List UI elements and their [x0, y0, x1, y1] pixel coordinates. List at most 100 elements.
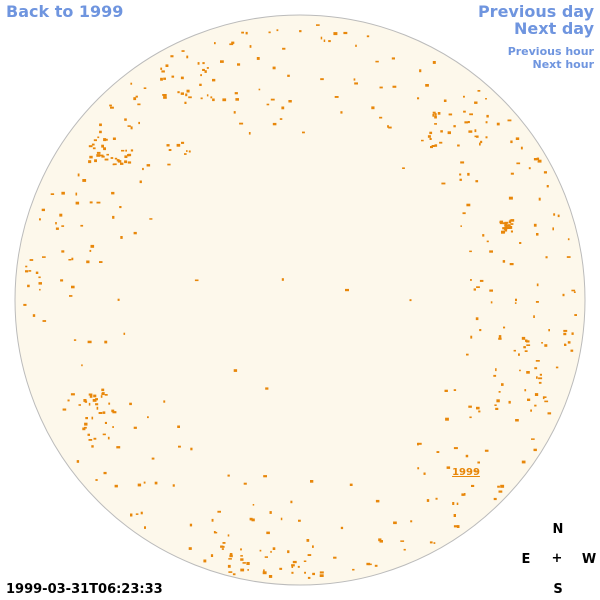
event-mark: [484, 449, 489, 452]
event-mark: [291, 564, 295, 567]
event-mark: [544, 396, 547, 398]
event-mark: [503, 326, 506, 329]
event-mark: [489, 250, 493, 253]
back-to-year-link[interactable]: Back to 1999: [6, 2, 124, 21]
event-mark: [234, 92, 238, 95]
event-mark: [502, 230, 505, 233]
event-mark: [303, 560, 307, 562]
event-mark: [176, 143, 181, 147]
event-mark: [91, 143, 95, 146]
event-mark: [419, 69, 422, 73]
event-mark: [298, 519, 301, 522]
event-mark: [98, 412, 103, 414]
event-mark: [25, 265, 28, 268]
event-mark: [312, 572, 315, 576]
event-mark: [199, 83, 202, 86]
event-mark: [509, 219, 514, 222]
event-mark: [268, 31, 271, 34]
event-mark: [570, 349, 574, 352]
event-mark: [119, 206, 122, 209]
event-mark: [486, 114, 489, 118]
event-mark: [528, 167, 531, 170]
event-mark: [42, 320, 47, 322]
event-mark: [181, 50, 185, 52]
event-mark: [149, 218, 153, 220]
event-mark: [258, 88, 261, 91]
event-mark: [547, 412, 552, 415]
event-mark: [135, 513, 139, 515]
event-mark: [316, 24, 320, 26]
event-mark: [227, 474, 230, 477]
event-mark: [114, 484, 118, 488]
event-mark: [417, 97, 420, 100]
event-mark: [290, 500, 293, 504]
event-mark: [545, 256, 548, 259]
event-mark: [508, 196, 513, 200]
event-mark: [479, 329, 482, 332]
event-mark: [287, 550, 290, 554]
event-mark: [429, 541, 433, 544]
event-mark: [307, 554, 312, 556]
event-mark: [533, 315, 535, 318]
event-mark: [142, 167, 144, 171]
event-mark: [505, 227, 508, 230]
event-mark: [70, 393, 75, 396]
event-mark: [276, 29, 279, 32]
event-mark: [507, 119, 512, 122]
event-mark: [160, 67, 163, 70]
event-mark: [229, 554, 233, 558]
event-mark: [233, 369, 238, 372]
event-mark: [88, 439, 93, 441]
year-link[interactable]: 1999: [452, 467, 480, 478]
event-mark: [425, 84, 429, 87]
event-mark: [291, 566, 294, 568]
event-mark: [211, 518, 214, 522]
event-mark: [502, 260, 506, 263]
next-hour-link[interactable]: Next hour: [532, 58, 595, 71]
event-mark: [374, 564, 378, 567]
event-mark: [120, 162, 124, 165]
event-mark: [525, 340, 530, 343]
event-mark: [354, 82, 358, 85]
event-mark: [227, 534, 230, 537]
event-mark: [270, 550, 272, 553]
event-mark: [307, 576, 311, 579]
event-mark: [93, 437, 97, 440]
event-mark: [241, 31, 244, 34]
event-mark: [467, 172, 470, 176]
event-mark: [431, 145, 435, 147]
event-mark: [55, 222, 57, 225]
event-mark: [473, 288, 476, 291]
event-mark: [151, 457, 155, 460]
event-mark: [251, 518, 255, 522]
event-mark: [402, 167, 405, 169]
next-day-link[interactable]: Next day: [514, 19, 594, 38]
event-mark: [222, 98, 227, 102]
event-mark: [147, 416, 149, 419]
event-mark: [349, 483, 353, 486]
event-mark: [566, 256, 571, 258]
event-mark: [28, 270, 32, 272]
event-mark: [434, 123, 437, 125]
event-mark: [548, 329, 550, 332]
previous-hour-link[interactable]: Previous hour: [507, 45, 594, 58]
event-mark: [243, 482, 247, 485]
event-mark: [498, 337, 502, 340]
event-mark: [426, 499, 430, 502]
event-mark: [403, 548, 406, 551]
event-mark: [71, 285, 75, 289]
event-mark: [429, 131, 433, 135]
event-mark: [166, 144, 170, 147]
event-mark: [81, 364, 83, 367]
event-mark: [68, 259, 72, 261]
event-mark: [41, 208, 45, 212]
previous-day-link[interactable]: Previous day: [477, 2, 594, 21]
event-mark: [84, 400, 88, 403]
event-mark: [423, 472, 426, 475]
event-mark: [521, 336, 526, 340]
event-mark: [476, 135, 479, 138]
event-mark: [535, 360, 540, 362]
event-mark: [477, 461, 480, 464]
event-mark: [510, 230, 513, 233]
event-mark: [178, 445, 181, 448]
